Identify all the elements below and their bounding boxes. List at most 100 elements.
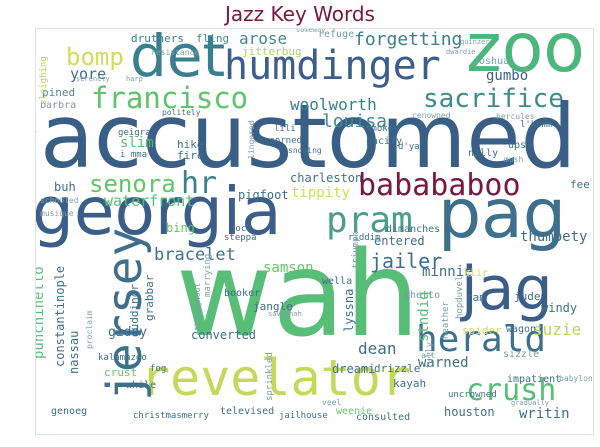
word-triumph: triumph (351, 231, 361, 269)
word-barbra: barbra (40, 100, 77, 111)
word-guddinor: guddinor (128, 284, 141, 337)
word-druthers: druthers (131, 32, 184, 45)
word-jag: jag (461, 254, 553, 324)
word-att: att (421, 351, 436, 360)
word-someway: someway (296, 28, 326, 34)
word-genoeg: genoeg (51, 406, 88, 417)
word-yore: yore (70, 65, 107, 83)
word-heather: heather (441, 301, 451, 339)
word-georgia: georgia (35, 173, 282, 250)
word-windy: windy (541, 301, 578, 315)
word-ram: ram (466, 291, 486, 304)
word-buh: buh (54, 180, 76, 194)
word-cloud: zoo det humdinger bomp francisco forgett… (35, 28, 594, 435)
word-punchinello: punchinello (35, 266, 47, 359)
word-humdinger: humdinger (224, 43, 441, 89)
word-wella: wella (322, 276, 353, 287)
word-slim: slim (120, 135, 154, 151)
word-hopduvel: hopduvel (455, 275, 465, 319)
word-weenie: weenie (336, 406, 373, 417)
word-nilly: nilly (468, 148, 499, 159)
word-veel: veel (322, 398, 342, 407)
word-while: while (126, 380, 157, 391)
word-fire: fire (177, 149, 204, 162)
word-dean: dean (358, 339, 397, 358)
word-fee: fee (570, 178, 590, 191)
word-sizzle: sizzle (503, 349, 540, 360)
word-consulted: consulted (356, 412, 411, 423)
word-thumpety: thumpety (520, 229, 588, 245)
word-pigfoot: pigfoot (238, 188, 289, 202)
word-charleston: charleston (290, 171, 363, 185)
word-terrifically: terrifically (35, 128, 37, 179)
word-jude: jude (514, 290, 541, 303)
word-senora: senora (89, 170, 176, 198)
word-dimanches: dimanches (386, 224, 441, 235)
word-waterfront: waterfront (104, 192, 195, 210)
word-christmasmerry: christmasmerry (133, 411, 209, 421)
word-accustomed: accustomed (40, 85, 577, 188)
word-impatient: impatient (507, 374, 562, 385)
word-ups: ups (508, 140, 527, 151)
word-det: det (130, 28, 226, 90)
page-title: Jazz Key Words (225, 2, 375, 26)
word-booker: booker (224, 288, 261, 299)
word-herald: herald (416, 319, 547, 360)
word-geigra: geigra (118, 128, 151, 138)
word-politely: politely (162, 108, 201, 117)
word-savannah: savannah (268, 310, 302, 318)
word-pag: pag (438, 175, 566, 254)
word-renowned: renowned (412, 111, 451, 120)
word-minnie: minnie (422, 264, 473, 280)
word-grabbar: grabbar (143, 274, 156, 321)
word-jangle: jangle (253, 300, 293, 313)
word-lhomm: l'homm (520, 120, 553, 130)
word-kayah: kayah (393, 377, 427, 390)
word-snowing: snowing (288, 146, 322, 155)
word-bing: bing (166, 221, 195, 235)
word-drizzle: drizzle (374, 362, 421, 375)
word-pined: pined (42, 86, 76, 99)
word-suzie: suzie (533, 320, 582, 339)
word-ghetto: ghetto (404, 290, 441, 301)
word-smokey: smokey (366, 124, 399, 134)
word-imma: i mma (120, 150, 148, 160)
word-louisa: louisa (322, 111, 388, 132)
word-zoo: zoo (466, 28, 585, 88)
word-wah: wah (176, 225, 420, 363)
word-gumbo: gumbo (486, 68, 529, 84)
word-quinzer: quinzer (460, 38, 490, 46)
word-mush: mush (504, 155, 524, 164)
word-joshua: joshua (473, 56, 510, 67)
word-gradually: gradually (511, 399, 549, 407)
word-jailer: jailer (370, 249, 443, 273)
word-lyssna: lyssna (342, 288, 356, 332)
word-fling: fling (196, 32, 230, 45)
word-wagon: wagon (506, 324, 537, 335)
word-schooled: schooled (40, 196, 79, 205)
word-spider: spider (462, 324, 502, 337)
word-revelator: revelator (140, 349, 411, 407)
word-harp: harp (126, 75, 143, 83)
word-serenely: serenely (76, 75, 110, 83)
word-hike: hike (177, 138, 204, 151)
word-resistance: resistance (151, 48, 200, 57)
word-hr: hr (181, 166, 218, 201)
word-jock: jock (230, 224, 252, 234)
word-babylon: babylon (559, 374, 593, 383)
word-steppa: steppa (224, 233, 257, 243)
word-forgetting: forgetting (354, 29, 463, 50)
word-dreami: dreami (332, 362, 376, 376)
word-jitterbug: jitterbug (242, 45, 302, 58)
word-throughout: throughout (193, 282, 202, 331)
word-marrying: marrying (203, 253, 213, 297)
word-dwardie: dwardie (446, 48, 476, 56)
word-musique: musique (40, 209, 74, 218)
word-sacrifice: sacrifice (423, 84, 564, 114)
word-houston: houston (444, 405, 495, 419)
word-bracelet: bracelet (154, 245, 236, 265)
word-riddim: riddim (348, 233, 381, 243)
word-pacify: pacify (366, 136, 403, 147)
word-crush: crush (466, 373, 557, 408)
